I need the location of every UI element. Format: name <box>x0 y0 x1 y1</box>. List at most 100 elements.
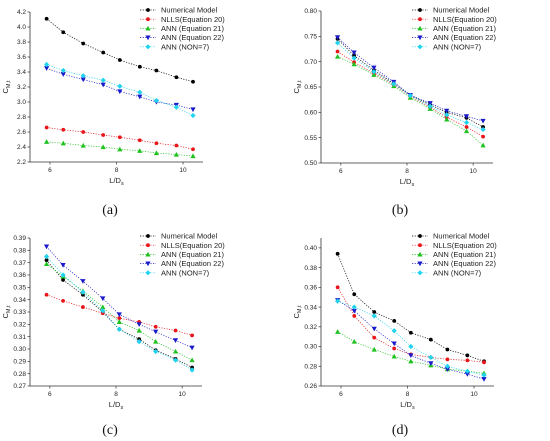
y-tick-label: 0.26 <box>304 383 317 390</box>
x-tick-label: 8 <box>115 167 119 174</box>
y-tick-label: 3.6 <box>17 54 26 61</box>
legend-marker <box>146 243 150 248</box>
legend-label: ANN (Equation 22) <box>161 33 224 42</box>
legend-marker <box>145 261 151 267</box>
data-point <box>335 49 340 54</box>
y-tick-label: 3.8 <box>17 39 26 46</box>
data-point <box>190 333 194 338</box>
y-tick-label: 0.40 <box>304 245 317 252</box>
data-point <box>117 316 122 321</box>
data-point <box>392 346 397 351</box>
y-axis-label-sub: M,t <box>6 80 12 88</box>
data-point <box>136 327 142 333</box>
data-point <box>444 112 450 118</box>
x-tick-label: 6 <box>48 167 52 174</box>
data-point <box>463 114 470 119</box>
series-line <box>337 37 484 122</box>
y-tick-label: 0.33 <box>13 309 26 316</box>
x-axis-label-main: L/D <box>400 400 412 409</box>
data-point <box>60 140 66 146</box>
series-line <box>337 56 484 146</box>
data-point <box>335 285 340 290</box>
y-tick-label: 4.0 <box>17 24 26 31</box>
data-point <box>80 289 86 295</box>
series-3 <box>335 298 487 382</box>
data-point <box>44 125 49 130</box>
series-line <box>337 42 484 130</box>
data-point <box>44 16 49 21</box>
data-point <box>408 330 413 335</box>
data-point <box>351 304 357 310</box>
data-point <box>80 279 86 284</box>
data-point <box>391 353 397 359</box>
data-point <box>444 108 450 114</box>
data-point <box>408 358 414 364</box>
data-point <box>80 73 86 79</box>
series-1 <box>335 285 486 365</box>
legend-marker <box>418 243 422 248</box>
y-tick-label: 0.32 <box>13 322 26 329</box>
y-tick-label: 2.4 <box>17 144 26 151</box>
y-tick-label: 3.4 <box>17 69 26 76</box>
data-point <box>392 318 397 323</box>
legend-marker <box>146 234 150 238</box>
data-point <box>100 144 106 150</box>
y-tick-label: 0.35 <box>13 285 26 292</box>
y-tick-label: 0.29 <box>13 359 26 366</box>
series-3 <box>43 244 195 351</box>
data-point <box>117 58 122 62</box>
data-point <box>372 310 377 314</box>
data-point <box>191 147 195 152</box>
data-point <box>335 251 340 256</box>
legend-marker <box>145 251 151 257</box>
y-tick-label: 0.39 <box>13 235 26 242</box>
data-point <box>351 55 357 61</box>
data-point <box>427 101 433 106</box>
legend-marker <box>418 234 422 238</box>
data-point <box>391 328 397 334</box>
data-point <box>153 329 159 335</box>
data-point <box>43 253 50 260</box>
data-point <box>137 94 143 100</box>
series-0 <box>44 16 195 84</box>
y-tick-label: 0.36 <box>13 272 26 279</box>
series-4 <box>43 253 195 373</box>
data-point <box>334 54 341 59</box>
data-point <box>334 40 341 46</box>
data-point <box>372 335 377 340</box>
y-tick-label: 0.30 <box>304 344 317 351</box>
data-point <box>100 304 106 310</box>
y-tick-label: 0.32 <box>304 324 317 331</box>
legend-label: ANN (NON=7) <box>161 42 210 51</box>
data-point <box>444 367 451 372</box>
y-tick-label: 0.34 <box>304 304 317 311</box>
data-point <box>81 130 86 134</box>
legend-label: ANN (Equation 22) <box>161 259 224 268</box>
data-point <box>480 118 486 124</box>
legend-label: NLLS(Equation 20) <box>433 15 497 24</box>
data-point <box>391 81 397 87</box>
data-point <box>351 50 357 56</box>
legend-marker <box>417 44 423 50</box>
series-line <box>337 299 485 380</box>
panel-caption: (d) <box>392 423 409 438</box>
data-point <box>172 338 179 343</box>
data-point <box>116 326 122 332</box>
chart-panel-2: 0.50 0.55 0.60 0.65 0.70 0.75 0.80 6 8 10 L/Ds CM,t… <box>292 6 497 218</box>
data-point <box>407 93 413 99</box>
legend-label: Numerical Model <box>161 232 218 241</box>
y-tick-label: 0.28 <box>13 371 26 378</box>
data-point <box>480 126 486 133</box>
data-point <box>174 143 179 148</box>
data-point <box>352 292 357 297</box>
data-point <box>101 133 106 137</box>
x-axis-label: L/Ds <box>109 176 124 187</box>
data-point <box>61 30 66 35</box>
data-point <box>463 119 470 126</box>
data-point <box>117 83 123 89</box>
y-tick-label: 0.70 <box>304 59 317 66</box>
data-point <box>464 368 470 374</box>
data-point <box>190 107 196 113</box>
